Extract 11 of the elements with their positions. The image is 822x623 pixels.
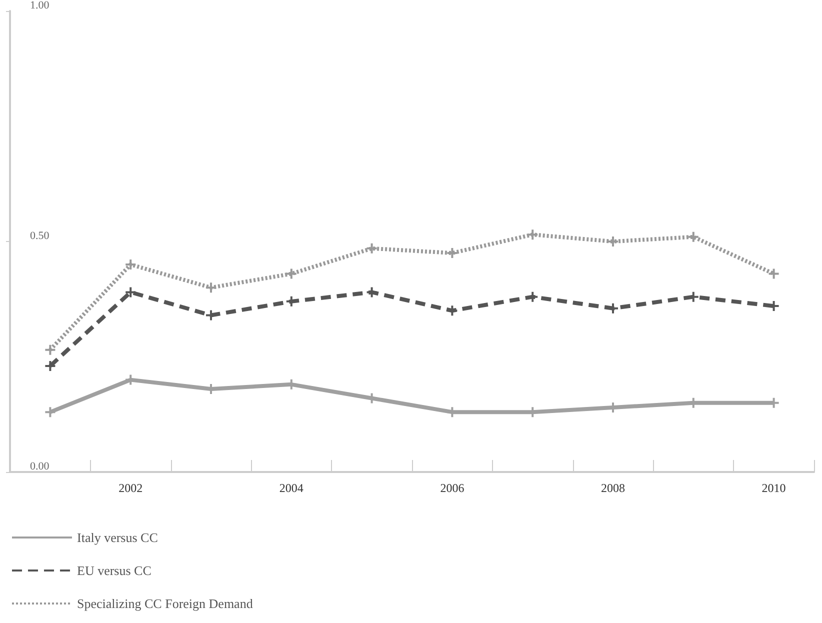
- x-tick-label: 2006: [440, 481, 464, 495]
- y-tick-label: 0.00: [30, 460, 50, 472]
- x-tick-label: 2004: [279, 481, 304, 495]
- x-tick-label: 2002: [118, 481, 143, 495]
- x-tick-label: 2010: [762, 481, 786, 495]
- x-tick-label: 2008: [601, 481, 625, 495]
- legend-label: Italy versus CC: [77, 530, 158, 545]
- legend-label: Specializing CC Foreign Demand: [77, 596, 254, 611]
- y-tick-label: 1.00: [30, 0, 50, 12]
- y-tick-label: 0.50: [30, 230, 50, 242]
- legend-label: EU versus CC: [77, 563, 152, 578]
